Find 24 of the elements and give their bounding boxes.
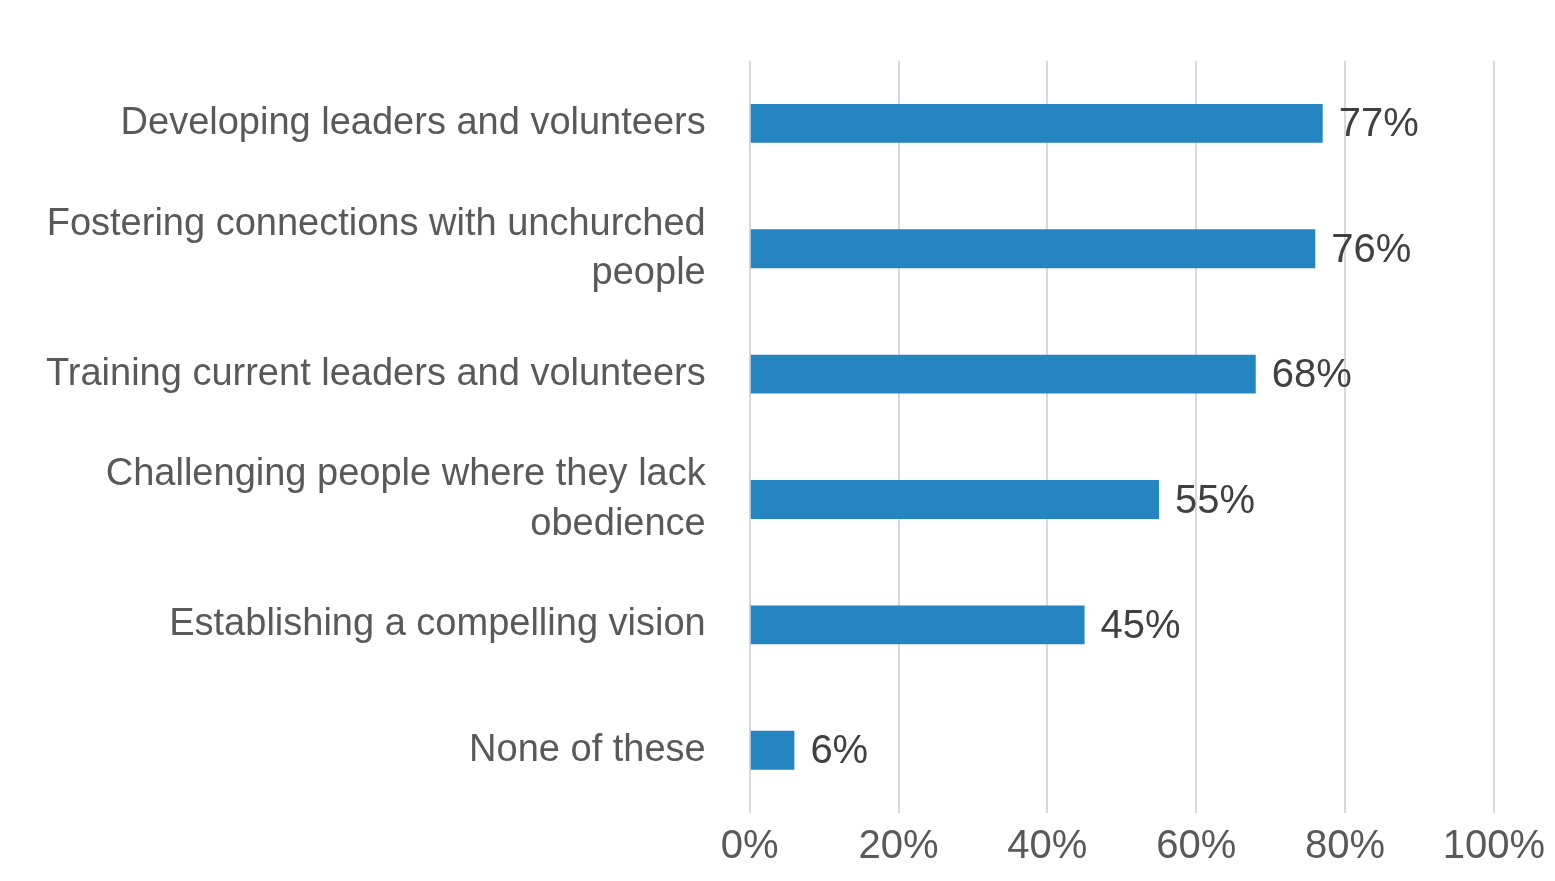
data-label: 55% xyxy=(1174,476,1256,521)
y-tick-label: Establishing a compelling vision xyxy=(169,601,706,644)
bar xyxy=(750,103,1323,143)
y-tick-label: Training current leaders and volunteers xyxy=(46,350,706,393)
data-label: 77% xyxy=(1338,100,1419,145)
bar xyxy=(750,730,795,770)
bar xyxy=(750,605,1085,645)
x-tick-label: 60% xyxy=(1156,822,1237,867)
bar xyxy=(750,480,1159,519)
data-label: 6% xyxy=(810,727,869,772)
x-tick-label: 100% xyxy=(1442,822,1545,867)
x-tick-label: 80% xyxy=(1304,822,1386,867)
x-tick-label: 40% xyxy=(1007,822,1088,867)
data-label: 68% xyxy=(1271,351,1352,396)
y-tick-label: Challenging people where they lack obedience xyxy=(105,451,707,543)
x-tick-label: 20% xyxy=(858,822,939,867)
y-tick-label: Fostering connections with unchurched people xyxy=(46,200,706,292)
data-label: 76% xyxy=(1331,225,1412,270)
bar xyxy=(750,229,1316,269)
x-tick-label: 0% xyxy=(720,822,779,867)
y-tick-label: Developing leaders and volunteers xyxy=(120,99,706,142)
y-tick-label: None of these xyxy=(469,726,706,769)
data-label: 45% xyxy=(1100,601,1181,646)
bar xyxy=(750,354,1256,394)
